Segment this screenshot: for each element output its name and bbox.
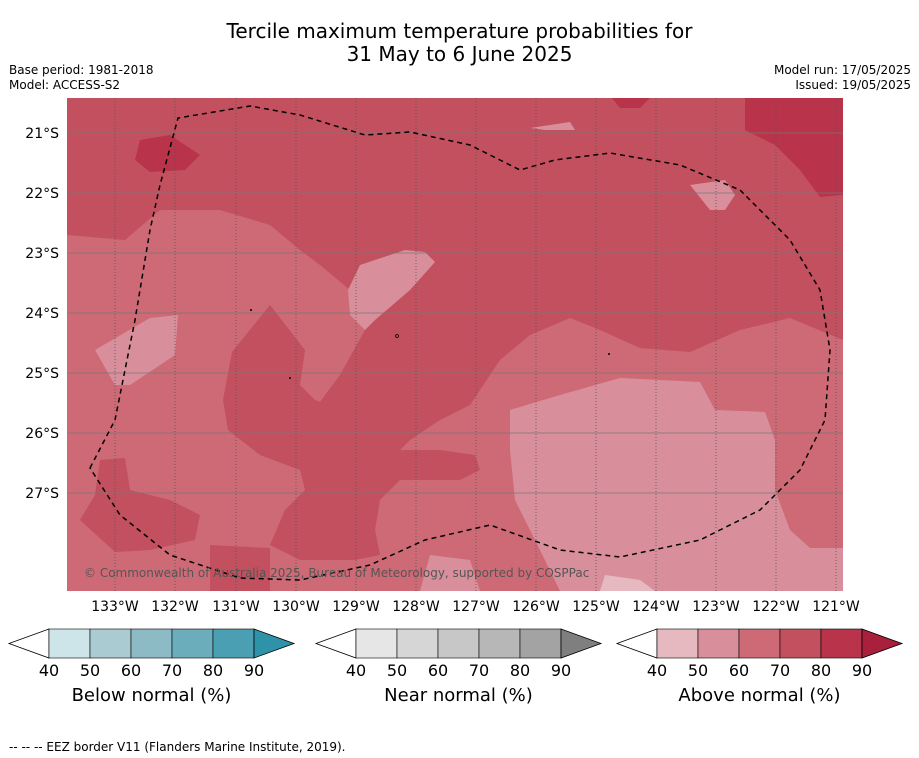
field-above-40-south xyxy=(600,575,655,591)
colorbar-tick-label: 40 xyxy=(346,661,366,680)
lon-label: 128°W xyxy=(392,599,440,615)
colorbar-segment xyxy=(48,628,91,659)
lon-label: 130°W xyxy=(272,599,320,615)
copyright-notice: © Commonwealth of Australia 2025, Bureau… xyxy=(84,566,589,580)
lat-label: 23°S xyxy=(25,246,59,262)
colorbar-above-normal: 40 50 60 70 80 90 xyxy=(615,628,904,680)
colorbar-below-normal: 40 50 60 70 80 90 xyxy=(7,628,296,680)
colorbar-segment xyxy=(697,628,740,659)
longitude-labels: 133°W 132°W 131°W 130°W 129°W 128°W 127°… xyxy=(91,599,860,615)
colorbar-low-arrow xyxy=(7,628,50,659)
island-marker xyxy=(608,353,610,355)
model-name: Model: ACCESS-S2 xyxy=(9,78,121,92)
colorbar-low-arrow xyxy=(615,628,658,659)
lat-label: 25°S xyxy=(25,366,59,382)
colorbar-high-arrow xyxy=(560,628,603,659)
lat-label: 21°S xyxy=(25,126,59,142)
colorbar-tick-label: 40 xyxy=(647,661,667,680)
issued-date: Issued: 19/05/2025 xyxy=(795,78,911,92)
field-above-70-south xyxy=(210,545,270,591)
lon-label: 133°W xyxy=(91,599,139,615)
eez-border xyxy=(89,105,831,581)
colorbar-tick-label: 60 xyxy=(121,661,141,680)
lat-label: 27°S xyxy=(25,486,59,502)
lon-label: 121°W xyxy=(812,599,860,615)
lon-label: 124°W xyxy=(632,599,680,615)
colorbar-tick-label: 70 xyxy=(469,661,489,680)
colorbar-high-arrow xyxy=(253,628,296,659)
colorbar-tick-label: 40 xyxy=(39,661,59,680)
field-above-50-a xyxy=(348,250,435,330)
colorbar-title-near: Near normal (%) xyxy=(384,685,533,706)
island-marker xyxy=(395,334,399,338)
island-marker xyxy=(250,309,252,311)
colorbar-segment xyxy=(130,628,173,659)
colorbar-segment xyxy=(820,628,863,659)
eez-footnote: -- -- -- EEZ border V11 (Flanders Marine… xyxy=(9,740,346,754)
lon-label: 129°W xyxy=(332,599,380,615)
colorbar-segment xyxy=(738,628,781,659)
colorbar-segment xyxy=(396,628,439,659)
colorbar-tick-label: 70 xyxy=(770,661,790,680)
lon-label: 132°W xyxy=(151,599,199,615)
field-above-70-north xyxy=(67,98,843,500)
field-above-50-d xyxy=(530,122,575,130)
colorbar-tick-label: 70 xyxy=(162,661,182,680)
colorbar-tick-label: 80 xyxy=(203,661,223,680)
colorbar-tick-label: 60 xyxy=(729,661,749,680)
title-line-2: 31 May to 6 June 2025 xyxy=(346,42,573,66)
colorbar-segment xyxy=(212,628,255,659)
island-marker xyxy=(289,377,291,379)
colorbar-tick-label: 60 xyxy=(428,661,448,680)
colorbar-segment xyxy=(437,628,480,659)
lon-label: 131°W xyxy=(212,599,260,615)
probability-fields: © Commonwealth of Australia 2025, Bureau… xyxy=(67,98,843,591)
field-above-50-b xyxy=(95,315,178,385)
field-above-80-b xyxy=(745,98,843,197)
lon-label: 127°W xyxy=(452,599,500,615)
model-run: Model run: 17/05/2025 xyxy=(773,63,911,77)
colorbar-segment xyxy=(656,628,699,659)
latitude-labels: 21°S 22°S 23°S 24°S 25°S 26°S 27°S xyxy=(25,126,59,502)
colorbar-tick-label: 80 xyxy=(510,661,530,680)
field-above-80-c xyxy=(612,98,650,108)
lon-label: 126°W xyxy=(512,599,560,615)
base-period: Base period: 1981-2018 xyxy=(9,63,154,77)
colorbar-tick-label: 50 xyxy=(80,661,100,680)
lon-label: 122°W xyxy=(752,599,800,615)
colorbar-tick-label: 80 xyxy=(811,661,831,680)
colorbar-tick-label: 90 xyxy=(244,661,264,680)
field-above-70-southwest xyxy=(80,458,200,552)
colorbar-low-arrow xyxy=(314,628,357,659)
field-above-80-a xyxy=(135,135,200,172)
colorbar-tick-label: 90 xyxy=(551,661,571,680)
colorbar-segment xyxy=(478,628,521,659)
lon-label: 125°W xyxy=(572,599,620,615)
colorbar-title-below: Below normal (%) xyxy=(71,685,232,706)
colorbar-high-arrow xyxy=(861,628,904,659)
colorbar-title-above: Above normal (%) xyxy=(678,685,841,706)
field-above-50-southeast xyxy=(510,378,843,591)
field-above-50-c xyxy=(690,180,735,210)
lat-label: 22°S xyxy=(25,186,59,202)
colorbar-segment xyxy=(519,628,562,659)
colorbar-segment xyxy=(355,628,398,659)
colorbar-segment xyxy=(779,628,822,659)
colorbar-tick-label: 50 xyxy=(688,661,708,680)
colorbar-tick-label: 90 xyxy=(852,661,872,680)
lon-label: 123°W xyxy=(692,599,740,615)
colorbar-segment xyxy=(171,628,214,659)
lat-label: 26°S xyxy=(25,426,59,442)
field-above-70-central xyxy=(223,305,480,560)
lat-label: 24°S xyxy=(25,306,59,322)
field-above-50-south xyxy=(420,555,480,591)
colorbar-tick-label: 50 xyxy=(387,661,407,680)
latitude-gridlines xyxy=(67,132,843,494)
title-line-1: Tercile maximum temperature probabilitie… xyxy=(226,19,693,43)
colorbar-segment xyxy=(89,628,132,659)
longitude-gridlines xyxy=(114,98,837,591)
colorbar-near-normal: 40 50 60 70 80 90 xyxy=(314,628,603,680)
